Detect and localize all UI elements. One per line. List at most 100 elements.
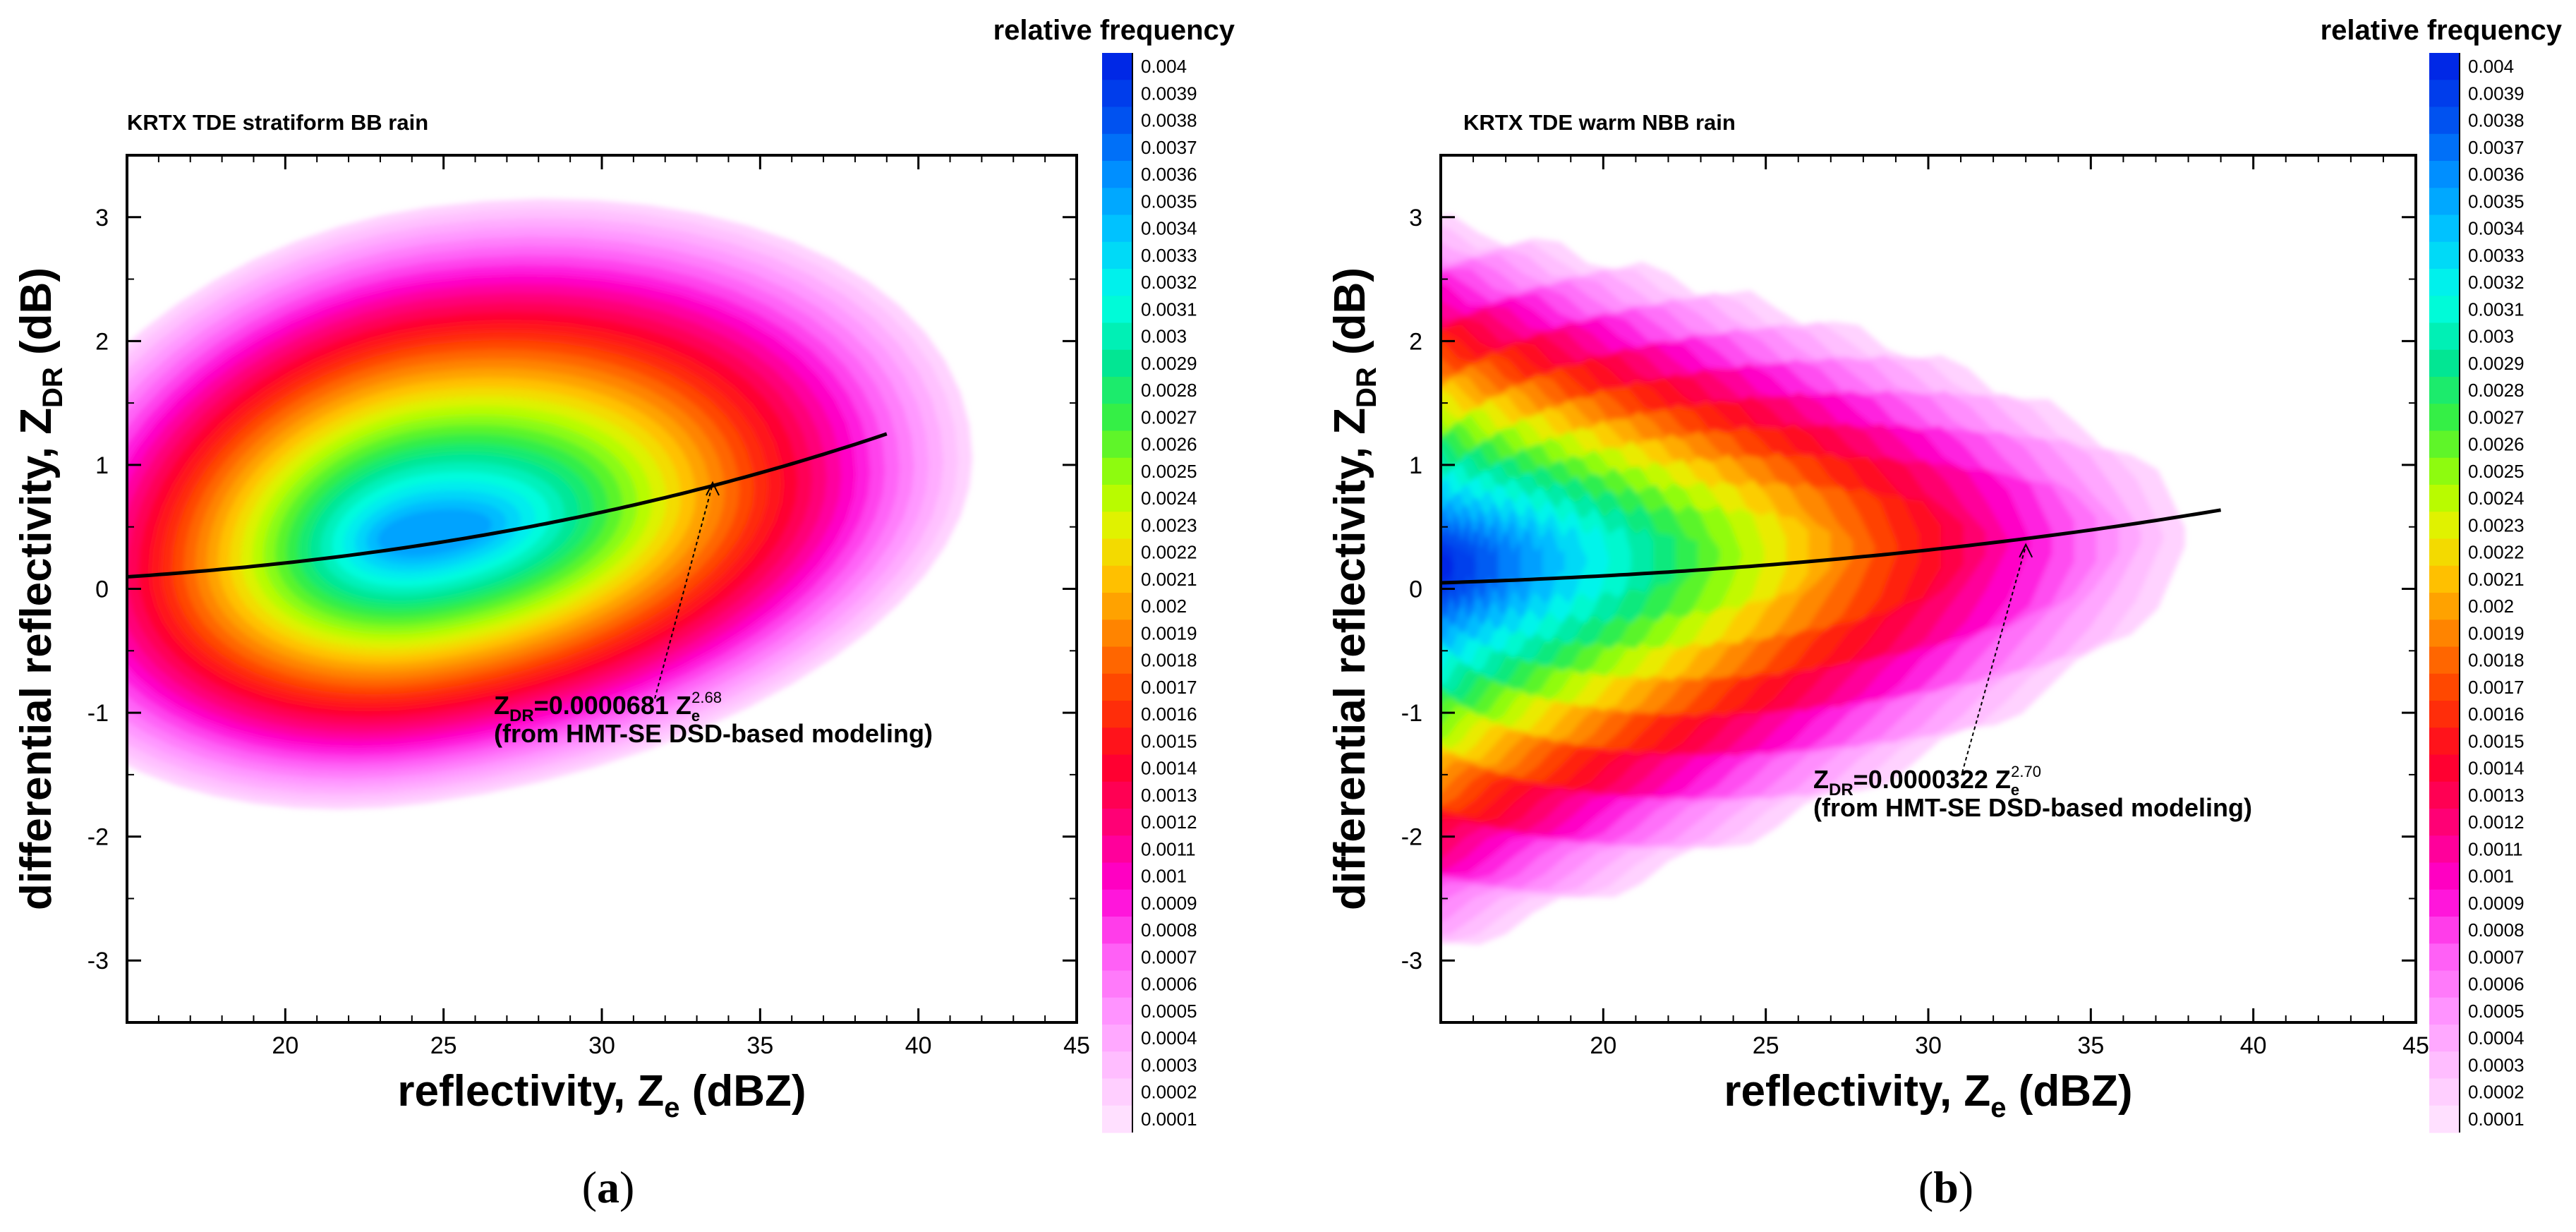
colorbar-label: 0.0009 xyxy=(1141,893,1197,914)
colorbar-label: 0.0011 xyxy=(2468,838,2523,859)
colorbar-label: 0.0031 xyxy=(1141,298,1197,320)
x-axis-label: reflectivity, Ze (dBZ) xyxy=(397,1067,806,1123)
y-axis-label: differential reflectivity, ZDR (dB) xyxy=(12,267,68,910)
colorbar-label: 0.0038 xyxy=(2468,110,2524,131)
colorbar-label: 0.004 xyxy=(1141,56,1187,77)
colorbar-label: 0.0025 xyxy=(1141,461,1197,482)
colorbar-label: 0.0032 xyxy=(2468,272,2524,293)
colorbar-label: 0.0008 xyxy=(1141,919,1197,941)
y-tick-label: 2 xyxy=(1409,328,1422,355)
colorbar-swatch xyxy=(2429,241,2460,270)
colorbar-swatch xyxy=(1102,107,1132,135)
colorbar-label: 0.0034 xyxy=(1141,218,1197,239)
colorbar-swatch xyxy=(2429,322,2460,351)
colorbar-swatch xyxy=(1102,80,1132,108)
colorbar-swatch xyxy=(1102,538,1132,567)
colorbar-title: relative frequency xyxy=(2321,15,2563,46)
colorbar-swatch xyxy=(2429,727,2460,756)
colorbar-swatch xyxy=(2429,377,2460,404)
colorbar-label: 0.0022 xyxy=(1141,542,1197,563)
colorbar-swatch xyxy=(1102,943,1132,972)
x-tick-label: 45 xyxy=(2402,1032,2429,1059)
colorbar-label: 0.0022 xyxy=(2468,542,2524,563)
fit-source-label: (from HMT-SE DSD-based modeling) xyxy=(494,719,933,748)
colorbar-label: 0.002 xyxy=(2468,596,2514,617)
colorbar-swatch xyxy=(1102,727,1132,756)
colorbar-swatch xyxy=(1102,701,1132,728)
colorbar-swatch xyxy=(1102,970,1132,998)
colorbar-label: 0.0013 xyxy=(1141,785,1197,806)
colorbar-label: 0.0035 xyxy=(1141,191,1197,212)
colorbar-label: 0.0018 xyxy=(1141,650,1197,671)
colorbar-label: 0.0002 xyxy=(2468,1082,2524,1103)
colorbar-label: 0.0028 xyxy=(2468,380,2524,401)
colorbar-label: 0.0019 xyxy=(1141,622,1197,644)
x-tick-label: 45 xyxy=(1063,1032,1090,1059)
colorbar-swatch xyxy=(2429,646,2460,675)
colorbar-swatch xyxy=(2429,349,2460,378)
colorbar-swatch xyxy=(1102,512,1132,540)
colorbar-label: 0.0018 xyxy=(2468,650,2524,671)
colorbar-swatch xyxy=(2429,835,2460,864)
colorbar-swatch xyxy=(1102,673,1132,701)
colorbar-swatch xyxy=(2429,673,2460,701)
colorbar-swatch xyxy=(1102,620,1132,648)
colorbar-label: 0.0006 xyxy=(2468,974,2524,995)
fit-curve xyxy=(126,432,888,579)
colorbar-swatch xyxy=(1102,1051,1132,1080)
x-tick-label: 20 xyxy=(1590,1032,1616,1059)
colorbar-label: 0.0011 xyxy=(1141,838,1196,859)
colorbar-swatch xyxy=(1102,1105,1132,1133)
annotation-arrowhead xyxy=(706,481,720,496)
colorbar: 0.004 0.0039 0.0038 0.0037 0.0036 0.0035 0.003… xyxy=(2429,53,2524,1133)
colorbar-label: 0.0016 xyxy=(1141,703,1197,725)
colorbar-label: 0.0035 xyxy=(2468,191,2524,212)
x-tick-label: 30 xyxy=(1915,1032,1942,1059)
colorbar-label: 0.0032 xyxy=(1141,272,1197,293)
colorbar-swatch xyxy=(1102,593,1132,620)
colorbar-swatch xyxy=(2429,593,2460,620)
colorbar-swatch xyxy=(1102,862,1132,890)
y-tick-label: 3 xyxy=(1409,205,1422,231)
colorbar-swatch xyxy=(1102,781,1132,809)
colorbar-swatch xyxy=(1102,809,1132,836)
colorbar-label: 0.0005 xyxy=(1141,1001,1197,1022)
colorbar-label: 0.0033 xyxy=(1141,245,1197,266)
panel-title: KRTX TDE stratiform BB rain xyxy=(127,110,428,135)
colorbar-label: 0.001 xyxy=(1141,866,1187,887)
colorbar-swatch xyxy=(2429,269,2460,296)
density-band xyxy=(377,509,492,557)
colorbar-label: 0.0006 xyxy=(1141,974,1197,995)
colorbar-label: 0.0017 xyxy=(2468,677,2524,698)
colorbar-swatch xyxy=(1102,161,1132,188)
colorbar-swatch xyxy=(2429,781,2460,809)
colorbar-swatch xyxy=(1102,917,1132,944)
y-tick-label: 0 xyxy=(1409,576,1422,603)
y-tick-label: -1 xyxy=(87,700,109,727)
colorbar-swatch xyxy=(2429,889,2460,917)
colorbar-label: 0.0003 xyxy=(2468,1054,2524,1075)
fit-equation-label: ZDR=0.0000681 Ze2.68 xyxy=(494,689,722,725)
colorbar-swatch xyxy=(1102,430,1132,459)
colorbar-swatch xyxy=(1102,53,1132,80)
panel-a: ZDR=0.0000681 Ze2.68(from HMT-SE DSD-bas… xyxy=(12,15,1235,1212)
colorbar-swatch xyxy=(1102,241,1132,270)
colorbar-swatch xyxy=(1102,404,1132,432)
colorbar-title: relative frequency xyxy=(993,15,1235,46)
y-tick-label: -2 xyxy=(1401,824,1422,851)
fit-equation-label: ZDR=0.0000322 Ze2.70 xyxy=(1813,763,2041,799)
y-tick-label: -3 xyxy=(87,948,109,974)
colorbar-swatch xyxy=(2429,701,2460,728)
fit-curve xyxy=(1440,508,2222,585)
colorbar-label: 0.0027 xyxy=(2468,406,2524,428)
colorbar-label: 0.003 xyxy=(1141,326,1187,347)
colorbar-label: 0.0015 xyxy=(1141,730,1197,751)
colorbar-label: 0.0026 xyxy=(1141,434,1197,455)
colorbar-swatch xyxy=(2429,457,2460,485)
x-tick-label: 20 xyxy=(272,1032,298,1059)
colorbar-label: 0.0001 xyxy=(2468,1109,2524,1130)
colorbar: 0.004 0.0039 0.0038 0.0037 0.0036 0.0035 0.003… xyxy=(1102,53,1197,1133)
colorbar-label: 0.0036 xyxy=(2468,164,2524,185)
colorbar-swatch xyxy=(1102,296,1132,324)
colorbar-swatch xyxy=(2429,1105,2460,1133)
